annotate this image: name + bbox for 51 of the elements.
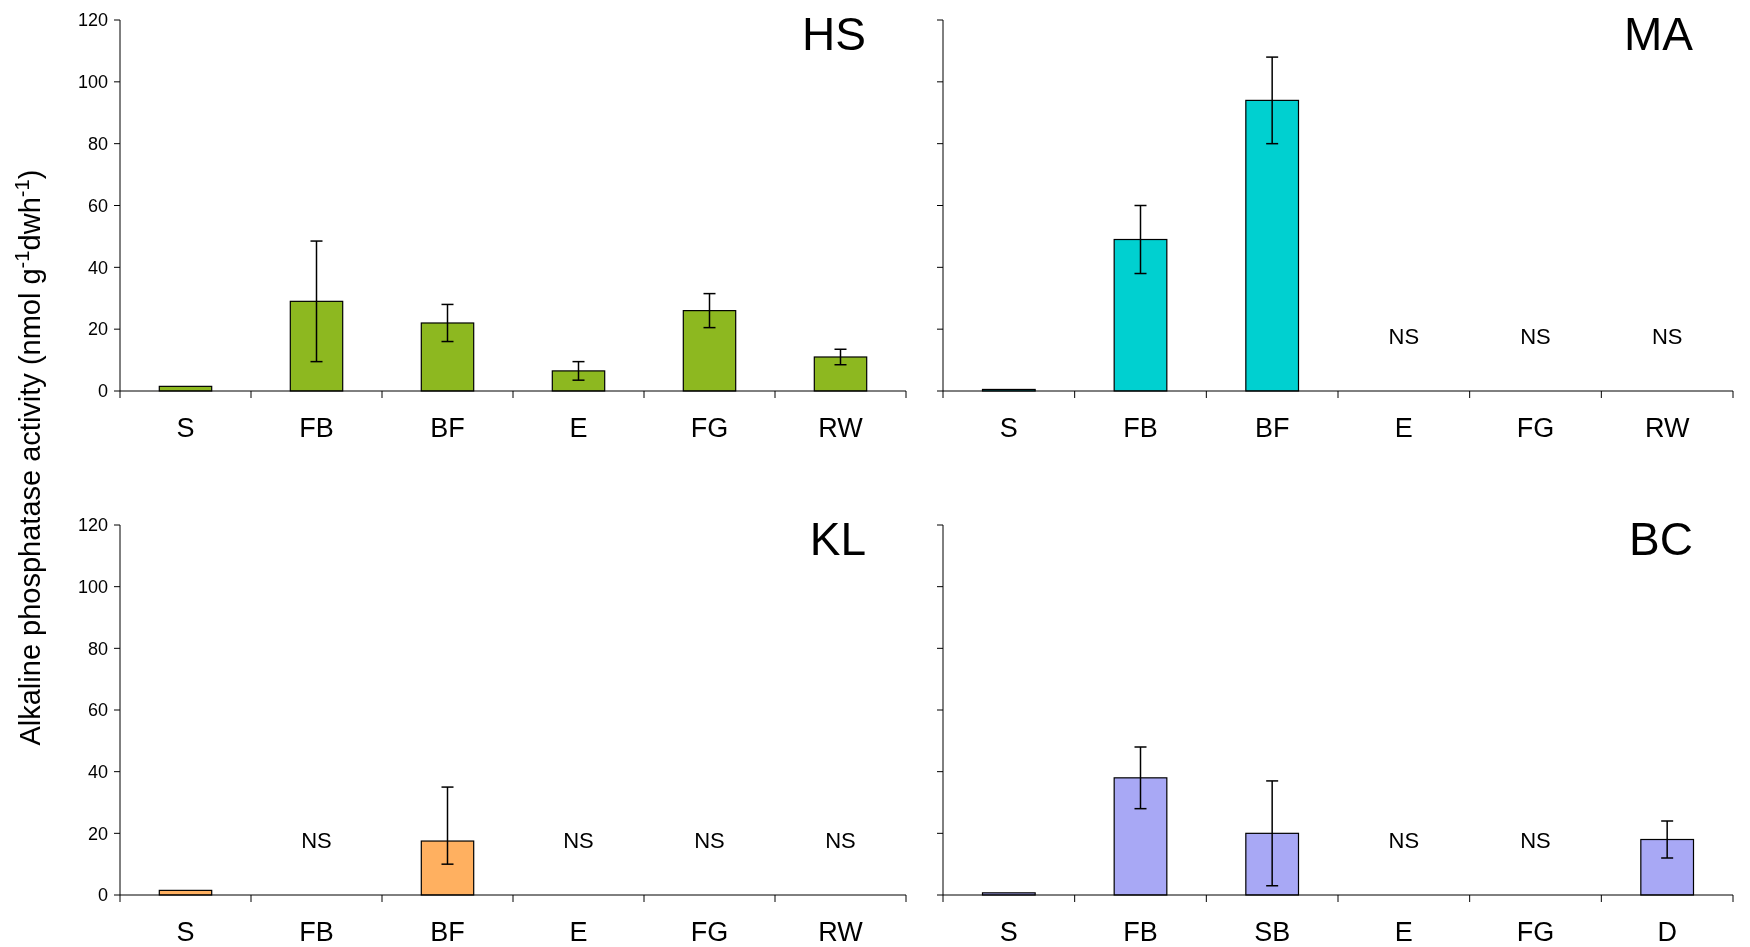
y-tick-label: 0 (97, 885, 108, 906)
annotation: NS (1520, 827, 1551, 853)
chart-title: KL (809, 513, 866, 565)
x-tick-label: FG (690, 917, 729, 947)
y-tick-label: 20 (87, 319, 108, 340)
x-tick-label: S (999, 917, 1018, 947)
x-tick-label: BF (430, 917, 465, 947)
x-tick-label: FB (299, 413, 334, 443)
annotation: NS (1651, 323, 1683, 349)
chart-title: HS (802, 8, 866, 60)
x-tick-label: FB (1123, 413, 1158, 443)
x-tick-label: D (1657, 917, 1677, 947)
x-tick-label: S (176, 413, 195, 443)
x-tick-label: FG (690, 413, 729, 443)
x-tick-label: E (1394, 413, 1413, 443)
x-tick-label: RW (818, 413, 864, 443)
x-tick-label: FG (1516, 917, 1555, 947)
y-tick-label: 120 (77, 10, 108, 31)
x-tick-label: E (569, 413, 588, 443)
y-tick-label: 100 (77, 576, 108, 597)
x-tick-label: BF (430, 413, 465, 443)
x-tick-label: E (1394, 917, 1413, 947)
y-tick-label: 120 (77, 515, 108, 536)
y-tick-label: 80 (87, 638, 108, 659)
y-tick-label: 40 (87, 761, 108, 782)
x-tick-label: S (176, 917, 195, 947)
x-tick-label: BF (1254, 413, 1290, 443)
x-tick-label: FB (299, 917, 334, 947)
x-tick-label: RW (818, 917, 864, 947)
y-tick-label: 60 (87, 700, 108, 721)
chart-title: MA (1624, 8, 1694, 60)
annotation: NS (1520, 323, 1551, 349)
x-tick-label: RW (1644, 413, 1690, 443)
x-tick-label: SB (1254, 917, 1291, 947)
annotation: NS (563, 827, 594, 853)
annotation: NS (1388, 323, 1420, 349)
y-tick-label: 100 (77, 72, 108, 93)
y-tick-label: 20 (87, 823, 108, 844)
chart-title: BC (1629, 513, 1693, 565)
x-tick-label: FG (1516, 413, 1555, 443)
y-tick-label: 60 (87, 195, 108, 216)
annotation: NS (301, 827, 332, 853)
annotation: NS (825, 827, 856, 853)
y-tick-label: 40 (87, 257, 108, 278)
annotation: NS (1388, 827, 1420, 853)
x-tick-label: FB (1123, 917, 1158, 947)
x-tick-label: S (999, 413, 1018, 443)
annotation: NS (694, 827, 725, 853)
x-tick-label: E (569, 917, 588, 947)
y-tick-label: 80 (87, 133, 108, 154)
y-tick-label: 0 (97, 381, 108, 402)
